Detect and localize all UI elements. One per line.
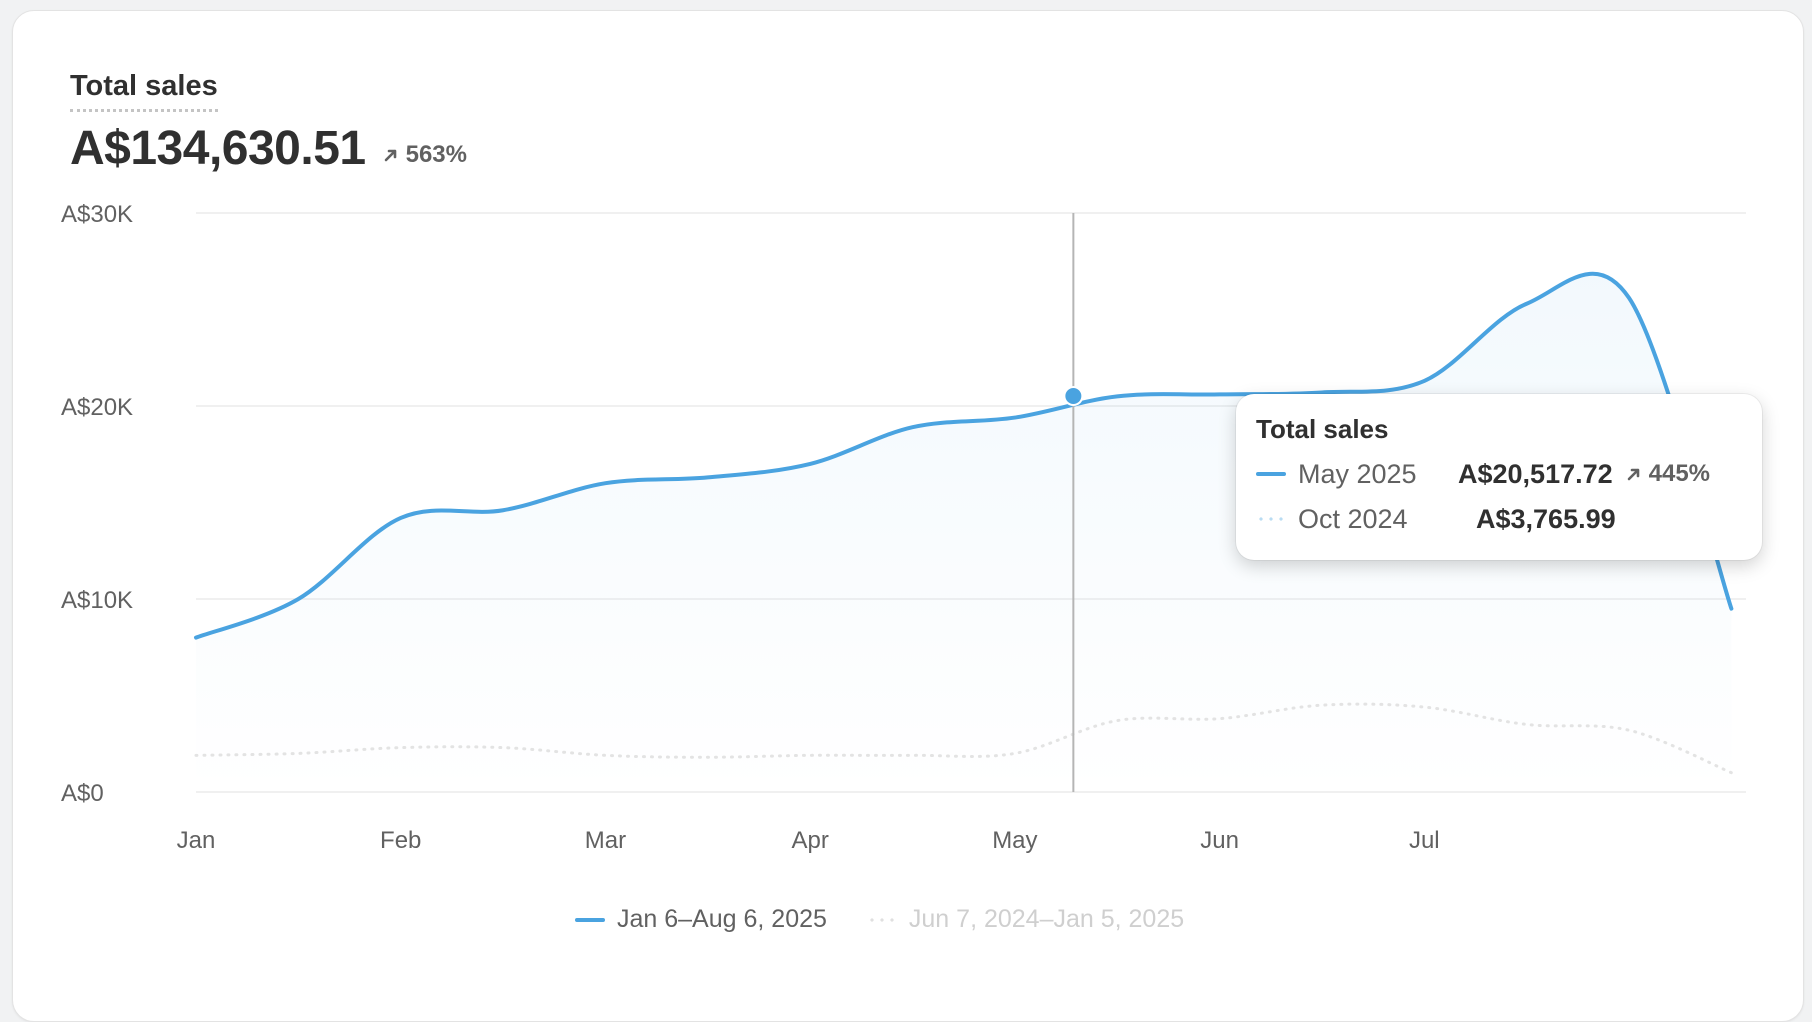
legend-swatch-previous	[866, 917, 897, 922]
data-point-previous	[296, 751, 300, 755]
data-point-previous	[706, 755, 710, 759]
data-point-current	[1525, 302, 1529, 306]
x-tick-label: Jul	[1409, 827, 1440, 854]
chart-legend: Jan 6–Aug 6, 2025 Jun 7, 2024–Jan 5, 202…	[575, 905, 1224, 934]
data-point-current	[1627, 296, 1631, 300]
legend-item-current[interactable]: Jan 6–Aug 6, 2025	[575, 905, 827, 934]
data-point-previous	[808, 753, 812, 757]
tooltip-change: 445%	[1625, 460, 1710, 488]
data-point-previous	[1525, 722, 1529, 726]
arrow-up-right-icon	[384, 149, 396, 162]
tooltip-period: Oct 2024	[1298, 503, 1408, 534]
tooltip-row-current: May 2025 A$20,517.72 445%	[1256, 454, 1756, 494]
data-point-previous	[1729, 771, 1733, 775]
series-line-previous	[194, 702, 1733, 775]
data-point-previous	[1627, 728, 1631, 732]
data-point-current	[1115, 394, 1119, 398]
change-indicator: 563%	[382, 141, 467, 169]
data-point-previous	[501, 746, 505, 750]
data-point-current	[296, 597, 300, 601]
metric-row: A$134,630.51 563%	[70, 121, 467, 176]
hover-dot	[1065, 388, 1082, 405]
data-point-previous	[1115, 719, 1119, 723]
data-point-current	[1218, 392, 1222, 396]
data-point-current	[194, 636, 198, 640]
series-swatch-current	[1256, 472, 1286, 476]
legend-swatch-current	[575, 917, 605, 922]
legend-label-previous: Jun 7, 2024–Jan 5, 2025	[908, 905, 1185, 933]
y-tick-label: A$30K	[61, 201, 133, 228]
x-tick-label: Mar	[585, 827, 626, 854]
data-point-current	[1729, 607, 1733, 611]
series-line-current	[194, 271, 1734, 640]
tooltip-value: A$3,765.99	[1476, 503, 1616, 534]
total-sales-value: A$134,630.51	[70, 122, 366, 175]
data-point-previous	[1013, 751, 1017, 755]
data-point-current	[501, 508, 505, 512]
data-point-current	[603, 481, 607, 485]
x-tick-label: Jun	[1200, 827, 1239, 854]
data-point-previous	[1218, 717, 1222, 721]
data-point-current	[399, 516, 403, 520]
data-point-previous	[1422, 705, 1426, 709]
data-point-previous	[911, 753, 915, 757]
series-swatch-previous	[1256, 517, 1286, 521]
data-point-previous	[194, 753, 198, 757]
change-value: 563%	[405, 141, 467, 168]
data-point-current	[1422, 379, 1426, 383]
x-tick-label: Feb	[380, 827, 421, 854]
tooltip-value: A$20,517.72	[1458, 458, 1613, 489]
tooltip-row-previous: Oct 2024 A$3,765.99	[1256, 499, 1756, 539]
card-title[interactable]: Total sales	[70, 69, 218, 112]
x-tick-label: May	[992, 827, 1037, 854]
x-tick-label: Apr	[791, 827, 828, 854]
arrow-up-right-icon	[1627, 468, 1639, 481]
legend-label-current: Jan 6–Aug 6, 2025	[617, 905, 827, 933]
y-tick-label: A$10K	[61, 587, 133, 614]
data-point-current	[808, 462, 812, 466]
x-tick-label: Jan	[177, 827, 216, 854]
data-point-current	[706, 475, 710, 479]
data-point-previous	[399, 746, 403, 750]
data-point-current	[911, 425, 915, 429]
chart-tooltip: Total sales May 2025 A$20,517.72 445% Oc…	[1236, 394, 1762, 560]
tooltip-title: Total sales	[1256, 414, 1389, 444]
data-point-previous	[1320, 703, 1324, 707]
y-tick-label: A$0	[61, 780, 104, 807]
tooltip-change-value: 445%	[1648, 460, 1711, 487]
tooltip-period: May 2025	[1298, 458, 1417, 489]
legend-item-previous[interactable]: Jun 7, 2024–Jan 5, 2025	[866, 905, 1185, 934]
data-point-current	[1013, 416, 1017, 420]
data-point-previous	[603, 753, 607, 757]
y-tick-label: A$20K	[61, 394, 133, 421]
